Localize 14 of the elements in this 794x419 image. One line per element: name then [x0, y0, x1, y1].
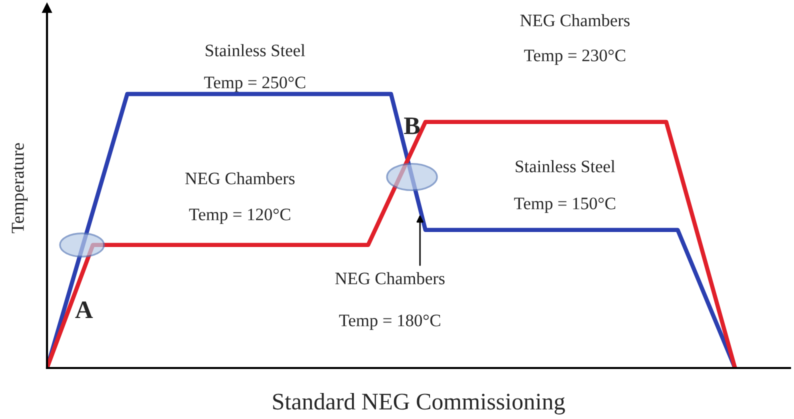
annotation: Temp = 120°C	[189, 208, 290, 224]
annotation: NEG Chambers	[185, 172, 295, 184]
text: NEG Chambers	[520, 14, 630, 26]
text: Temp = 250°C	[204, 76, 306, 92]
text: Stainless Steel	[206, 44, 306, 56]
y-axis-title: Temperature	[12, 143, 28, 234]
x-axis-title: Standard NEG Commissioning	[273, 393, 565, 414]
annotation: Temp = 180°C	[339, 314, 440, 330]
annotation: Stainless Steel	[516, 160, 616, 172]
annotation: Temp = 150°C	[514, 198, 616, 213]
text: Temp = 230°C	[524, 50, 626, 65]
annotation: B	[404, 118, 420, 134]
annotation: A	[75, 302, 93, 318]
annotation: NEG Chambers	[335, 272, 445, 284]
